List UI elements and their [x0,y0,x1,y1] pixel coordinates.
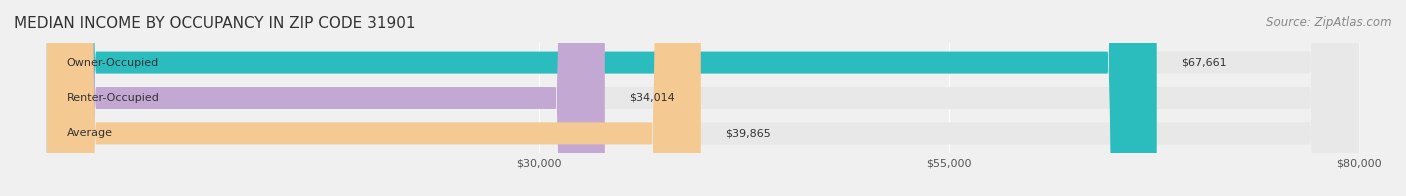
Text: Owner-Occupied: Owner-Occupied [66,58,159,68]
FancyBboxPatch shape [46,0,1157,196]
FancyBboxPatch shape [46,0,700,196]
Text: Source: ZipAtlas.com: Source: ZipAtlas.com [1267,16,1392,29]
Text: $39,865: $39,865 [725,128,770,138]
FancyBboxPatch shape [46,0,605,196]
FancyBboxPatch shape [46,0,1360,196]
Text: $34,014: $34,014 [630,93,675,103]
Text: MEDIAN INCOME BY OCCUPANCY IN ZIP CODE 31901: MEDIAN INCOME BY OCCUPANCY IN ZIP CODE 3… [14,16,416,31]
FancyBboxPatch shape [46,0,1360,196]
FancyBboxPatch shape [46,0,1360,196]
Text: Renter-Occupied: Renter-Occupied [66,93,159,103]
Text: Average: Average [66,128,112,138]
Text: $67,661: $67,661 [1181,58,1227,68]
